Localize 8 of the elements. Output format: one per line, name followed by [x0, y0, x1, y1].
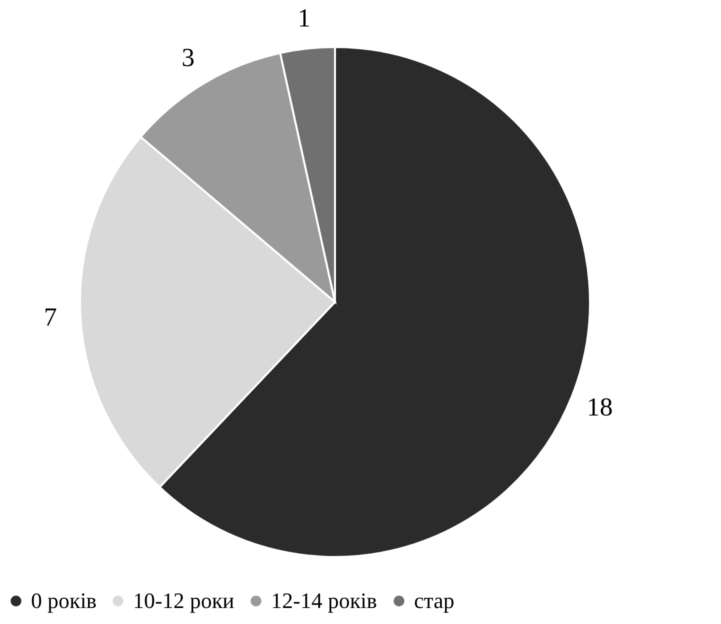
data-label: 7 [44, 302, 57, 332]
data-label: 3 [182, 42, 195, 72]
legend-label: 10-12 роки [133, 588, 235, 613]
legend-label: 12-14 років [271, 588, 378, 613]
data-label: 18 [586, 392, 613, 422]
legend-label: стар [414, 588, 454, 613]
legend-label: 0 років [31, 588, 97, 613]
data-label: 1 [298, 4, 311, 33]
